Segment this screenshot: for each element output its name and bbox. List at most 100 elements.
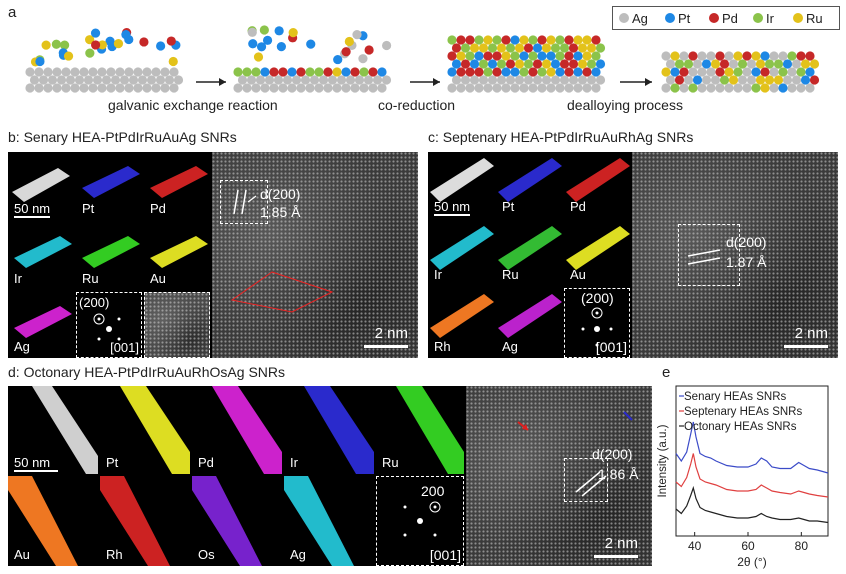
legend-label-pt: Pt <box>678 11 691 26</box>
atom-ball <box>359 67 369 77</box>
atom-ball <box>155 75 166 85</box>
atom-ball <box>56 75 67 85</box>
atom-ball <box>85 48 95 58</box>
map-tile-au: Au <box>8 476 98 566</box>
atom-ball <box>70 67 80 77</box>
panel-b-heading: b: Senary HEA-PtPdIrRuAuAg SNRs <box>8 129 237 145</box>
atom-ball <box>242 67 252 77</box>
atom-ball <box>510 67 520 77</box>
step-label-dealloying: dealloying process <box>567 97 683 113</box>
map-label-au: Au <box>570 267 586 282</box>
atom-ball <box>537 35 547 45</box>
atom-ball <box>381 75 392 85</box>
atom-ball <box>305 67 315 77</box>
atom-ball <box>778 67 788 77</box>
atom-ball <box>350 83 360 93</box>
fft-spot-label: 200 <box>421 483 445 499</box>
atom-ball <box>546 67 556 77</box>
atom-ball <box>715 51 725 61</box>
hrtem-image: d(200) 1.86 Å 2 nm <box>466 386 652 566</box>
atom-ball <box>724 83 734 93</box>
atom-ball <box>65 75 76 85</box>
atom-ball <box>670 67 680 77</box>
atom-ball <box>451 43 462 53</box>
atom-ball <box>274 26 284 36</box>
map-label-ru: Ru <box>82 271 99 286</box>
atom-ball <box>51 39 61 49</box>
d-spacing-box <box>564 458 608 502</box>
atom-ball <box>728 75 739 85</box>
atom-ball <box>121 30 131 40</box>
atom-ball <box>119 75 130 85</box>
atom-ball <box>233 67 243 77</box>
atom-ball <box>34 83 44 93</box>
legend-dot-pt <box>665 13 675 23</box>
atom-ball <box>582 83 592 93</box>
d-spacing-label: d(200) <box>726 234 767 250</box>
atom-ball <box>264 75 275 85</box>
atom-ball <box>742 83 752 93</box>
atom-ball <box>169 83 179 93</box>
atom-ball <box>559 59 570 69</box>
atom-ball <box>724 67 734 77</box>
atom-ball <box>368 83 378 93</box>
legend-label-ag: Ag <box>632 11 648 26</box>
atom-ball <box>260 67 270 77</box>
atom-ball <box>546 35 556 45</box>
atom-ball <box>451 75 462 85</box>
atom-ball <box>52 67 62 77</box>
atom-ball <box>492 67 502 77</box>
scale-bar-small <box>14 470 58 472</box>
atom-ball <box>595 75 606 85</box>
atom-ball <box>460 59 471 69</box>
atom-ball <box>523 75 534 85</box>
atom-ball <box>564 83 574 93</box>
atom-ball <box>314 83 324 93</box>
scale-label-big: 2 nm <box>604 535 638 552</box>
atom-ball <box>377 67 387 77</box>
atom-ball <box>742 67 752 77</box>
atom-ball <box>697 83 707 93</box>
atom-ball <box>83 75 94 85</box>
panel-c-heading: c: Septenary HEA-PtPdIrRuAuRhAg SNRs <box>428 129 693 145</box>
atom-ball <box>447 51 457 61</box>
step-label-galvanic: galvanic exchange reaction <box>108 97 278 113</box>
atom-ball <box>555 67 565 77</box>
panel-b-letter: b: <box>8 129 20 145</box>
hrtem-image: d(200) 1.87 Å 2 nm <box>632 152 838 358</box>
atom-ball <box>764 75 775 85</box>
atom-ball <box>505 75 516 85</box>
atom-ball <box>805 67 815 77</box>
atom-ball <box>537 83 547 93</box>
map-tile-rh: Rh <box>428 288 494 358</box>
atom-ball <box>469 43 480 53</box>
atom-ball <box>706 83 716 93</box>
atom-ball <box>85 35 95 45</box>
atom-ball <box>291 75 302 85</box>
atom-ball <box>564 67 574 77</box>
series-line-2 <box>675 453 829 498</box>
haadf-tile: 50 nm <box>428 152 494 218</box>
atom-ball <box>300 75 311 85</box>
atom-ball <box>674 59 685 69</box>
atom-ball <box>787 83 797 93</box>
xrd-chart: Senary HEAs SNRs Septenary HEAs SNRs Octon… <box>657 385 829 569</box>
atom-ball <box>474 51 484 61</box>
atom-ball <box>97 40 107 50</box>
atom-ball <box>697 67 707 77</box>
atom-ball <box>354 75 365 85</box>
atom-ball <box>333 54 343 65</box>
atom-ball <box>52 83 62 93</box>
atom-ball <box>456 35 466 45</box>
fft-inset: (200) [001] <box>564 288 630 358</box>
map-label-ir: Ir <box>434 267 442 282</box>
atom-ball <box>332 83 342 93</box>
atom-ball <box>377 83 387 93</box>
atom-ball <box>487 59 498 69</box>
plot-frame <box>675 385 829 537</box>
atom-ball <box>492 83 502 93</box>
atom-ball <box>253 52 264 62</box>
atom-ball <box>278 83 288 93</box>
fft-spot-label: (200) <box>79 295 110 310</box>
atom-ball <box>492 51 502 61</box>
